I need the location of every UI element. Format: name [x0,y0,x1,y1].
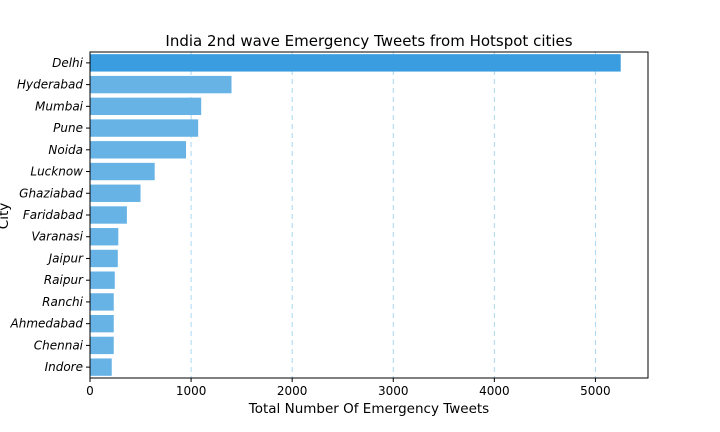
y-tick-label-chennai: Chennai [34,338,84,352]
y-tick-label-ranchi: Ranchi [42,295,84,309]
y-tick-label-varanasi: Varanasi [31,230,83,244]
bar-faridabad [90,206,127,224]
bar-pune [90,119,199,137]
bar-chennai [90,336,114,355]
bar-ranchi [90,293,114,311]
y-tick-label-hyderabad: Hyderabad [17,78,83,92]
x-tick-label: 2000 [277,384,308,398]
y-axis-ticks: Delhi Hyderabad Mumbai Pune Noida Lucknow Ghaz… [10,56,90,374]
bar-ahmedabad [90,314,114,333]
x-tick-label: 0 [86,384,94,398]
bar-delhi [90,54,621,72]
y-tick-label-jaipur: Jaipur [47,251,84,265]
y-tick-label-ahmedabad: Ahmedabad [10,317,84,331]
bars [90,54,621,376]
y-tick-label-raipur: Raipur [44,273,84,287]
x-tick-label: 3000 [378,384,409,398]
y-tick-label-noida: Noida [48,143,83,157]
grid-lines [190,52,596,378]
y-tick-label-mumbai: Mumbai [35,99,84,113]
y-axis-label: City [0,203,12,229]
bar-noida [90,141,187,159]
y-tick-label-delhi: Delhi [52,56,84,70]
bar-hyderabad [90,75,232,94]
y-tick-label-indore: Indore [45,360,83,374]
y-tick-label-faridabad: Faridabad [23,208,83,222]
x-axis-label: Total Number Of Emergency Tweets [248,401,489,417]
bar-ghaziabad [90,184,141,202]
chart-title: India 2nd wave Emergency Tweets from Hot… [165,32,572,50]
x-axis-ticks: 0 1000 2000 3000 4000 5000 [86,378,611,398]
y-tick-label-lucknow: Lucknow [30,165,83,179]
x-tick-label: 1000 [176,384,207,398]
y-tick-label-pune: Pune [53,121,83,135]
bar-mumbai [90,97,202,116]
bar-indore [90,358,112,376]
bar-varanasi [90,228,119,246]
x-tick-label: 4000 [479,384,510,398]
bar-jaipur [90,249,118,268]
bar-raipur [90,271,115,289]
x-tick-label: 5000 [580,384,611,398]
bar-lucknow [90,162,155,181]
y-tick-label-ghaziabad: Ghaziabad [19,186,83,200]
